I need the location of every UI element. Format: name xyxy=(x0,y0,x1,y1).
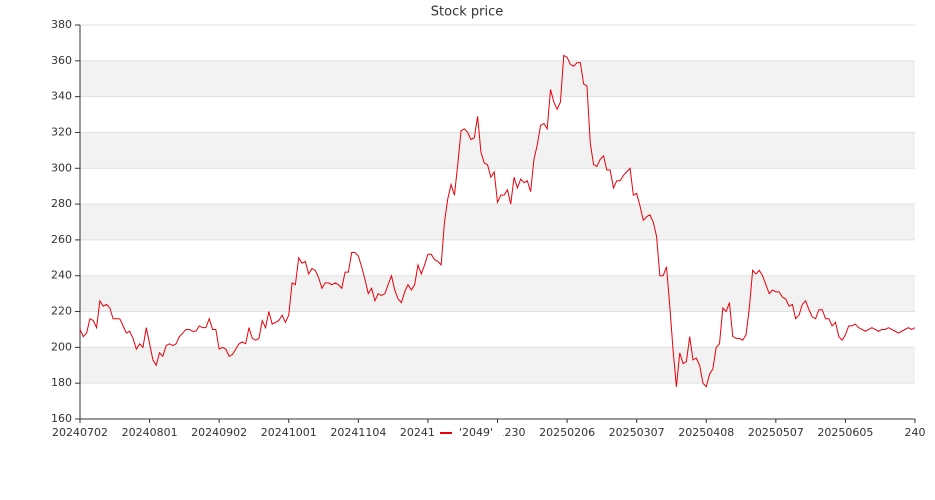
x-tick-label: 20250605 xyxy=(817,426,873,439)
y-tick-label: 340 xyxy=(51,90,72,103)
legend-label: '2049' xyxy=(459,426,493,439)
y-tick-label: 220 xyxy=(51,305,72,318)
y-tick-label: 200 xyxy=(51,340,72,353)
x-tick-label: 20250206 xyxy=(539,426,595,439)
y-tick-label: 320 xyxy=(51,125,72,138)
y-tick-label: 300 xyxy=(51,161,72,174)
x-tick-label: 20240902 xyxy=(191,426,247,439)
x-tick-label: 20240702 xyxy=(52,426,108,439)
x-tick-label: 20240801 xyxy=(122,426,178,439)
chart-title: Stock price xyxy=(431,5,503,20)
x-tick-label: 20250507 xyxy=(748,426,804,439)
y-tick-label: 260 xyxy=(51,233,72,246)
legend-box xyxy=(435,424,503,442)
y-tick-label: 280 xyxy=(51,197,72,210)
y-tick-label: 360 xyxy=(51,54,72,67)
grid-band xyxy=(80,204,915,240)
x-tick-label: 20241001 xyxy=(261,426,317,439)
line xyxy=(79,54,916,388)
y-tick-label: 160 xyxy=(51,412,72,425)
grid-band xyxy=(80,275,915,312)
x-tick-label: 20241104 xyxy=(330,426,386,439)
y-tick-label: 380 xyxy=(51,18,72,31)
grid-band xyxy=(80,347,915,384)
grid-band xyxy=(80,132,915,169)
x-tick-label: 20250307 xyxy=(609,426,665,439)
y-tick-label: 240 xyxy=(51,269,72,282)
x-tick-label: 20250408 xyxy=(678,426,734,439)
x-tick-label: 240 xyxy=(905,426,926,439)
y-tick-label: 180 xyxy=(51,376,72,389)
grid-band xyxy=(80,60,915,97)
